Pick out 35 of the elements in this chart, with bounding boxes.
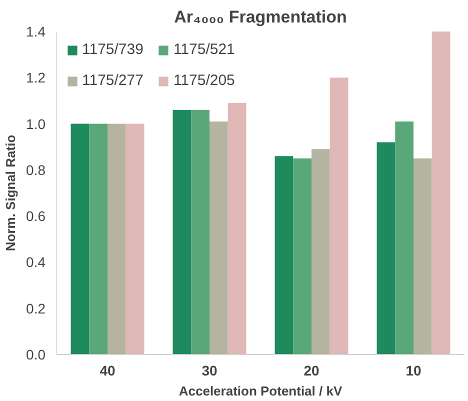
bar <box>172 110 192 354</box>
y-tick-label: 1.0 <box>26 116 46 132</box>
bar <box>191 110 210 354</box>
bar <box>293 158 312 354</box>
bar <box>414 158 432 354</box>
legend-label: 1175/277 <box>82 72 144 89</box>
x-tick-label: 40 <box>100 362 116 378</box>
bar <box>395 121 414 354</box>
chart-title: Ar₄₀₀₀ Fragmentation <box>174 8 347 26</box>
y-tick-label: 1.2 <box>26 70 46 86</box>
y-tick-label: 0.6 <box>26 208 46 224</box>
legend-label: 1175/521 <box>173 41 235 58</box>
bar <box>70 124 90 354</box>
bar <box>108 124 126 354</box>
x-tick-label: 20 <box>304 362 320 378</box>
x-tick-label: 10 <box>406 362 422 378</box>
bar <box>210 121 228 354</box>
y-tick-label: 0.0 <box>26 346 46 362</box>
bar <box>432 32 450 354</box>
bar <box>228 103 246 354</box>
x-axis-title: Acceleration Potential / kV <box>178 384 342 398</box>
bar <box>312 149 330 354</box>
bar <box>274 156 294 354</box>
bar <box>89 124 108 354</box>
legend-label: 1175/739 <box>82 41 144 58</box>
y-tick-label: 0.4 <box>26 254 46 270</box>
bar <box>126 124 144 354</box>
y-axis-title: Norm. Signal Ratio <box>3 134 18 252</box>
bar <box>376 142 396 354</box>
y-tick-label: 0.8 <box>26 162 46 178</box>
x-tick-label: 30 <box>202 362 218 378</box>
legend-label: 1175/205 <box>173 72 235 89</box>
y-tick-label: 0.2 <box>26 300 46 316</box>
bar <box>330 78 348 354</box>
y-tick-label: 1.4 <box>26 24 46 40</box>
